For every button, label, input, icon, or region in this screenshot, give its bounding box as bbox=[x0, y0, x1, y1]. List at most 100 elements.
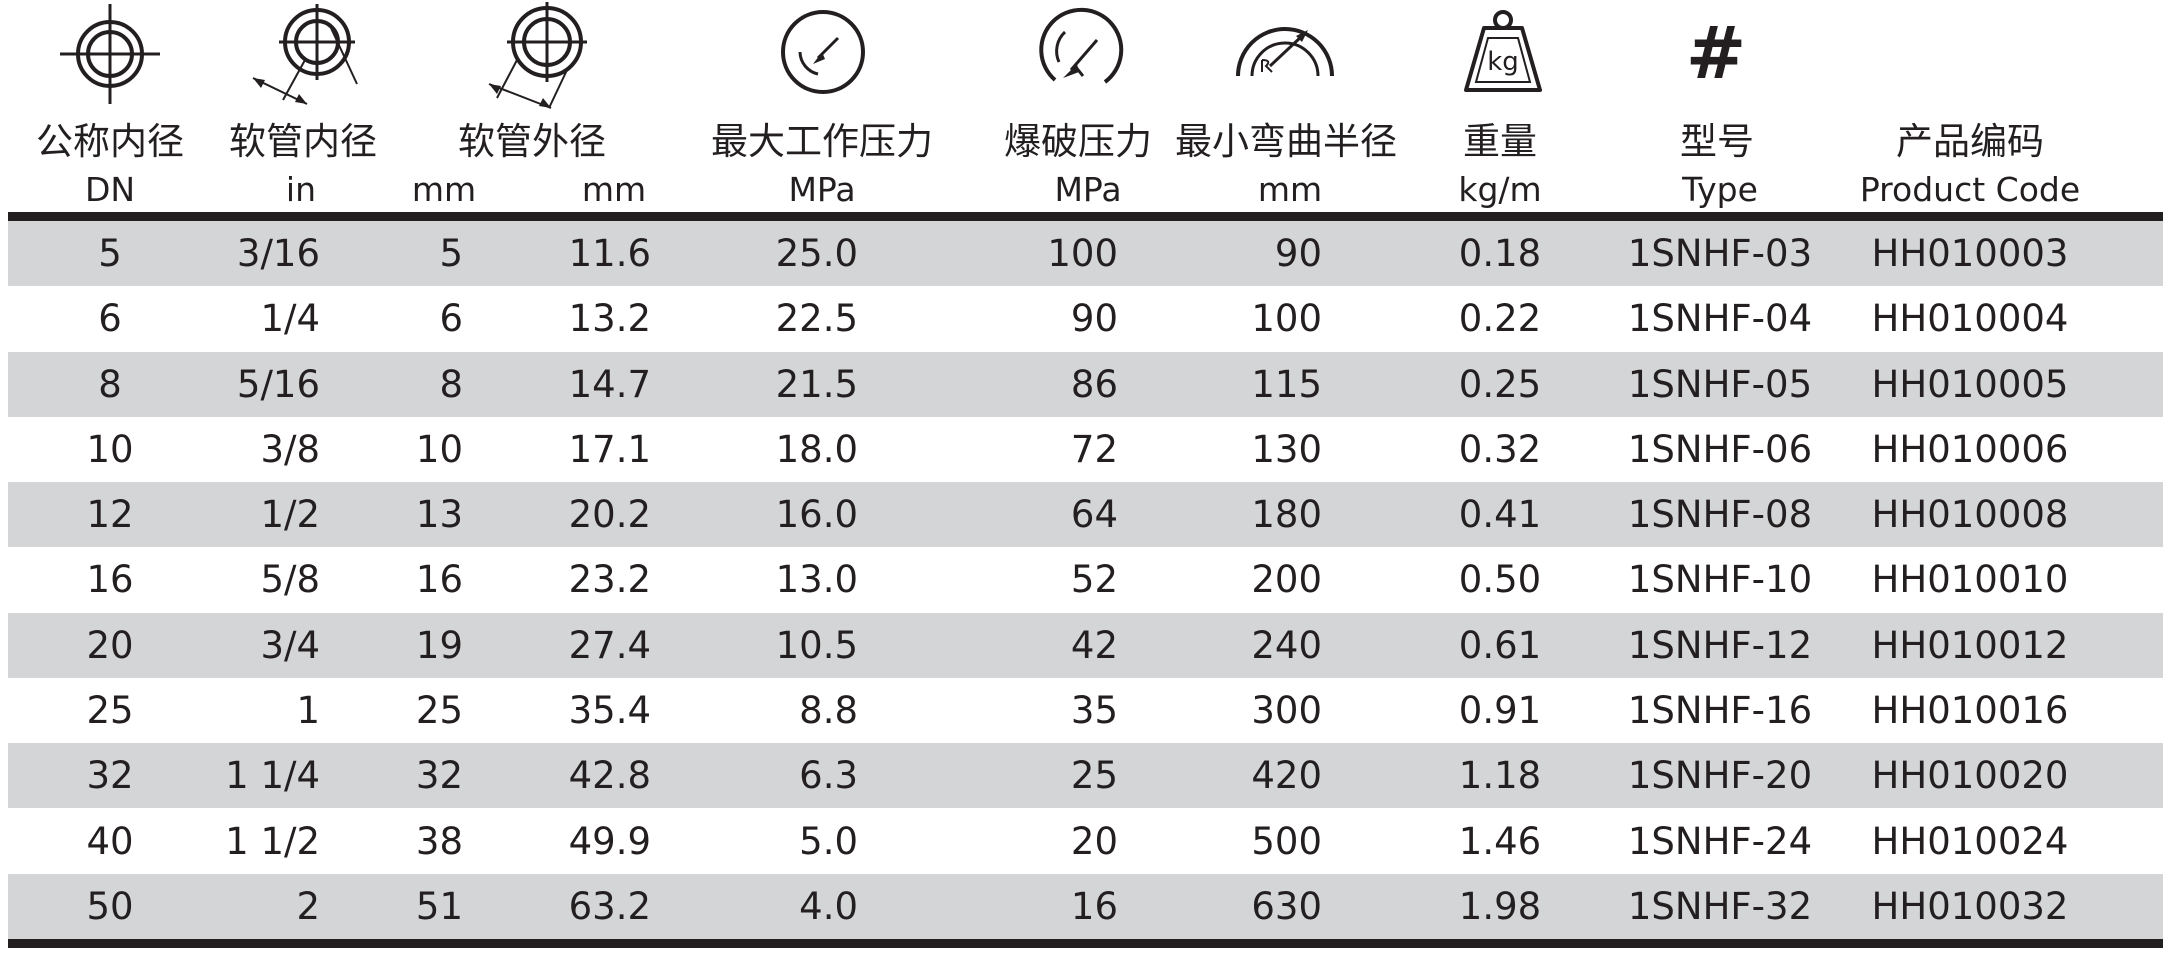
table-row: 32 1 1/4 32 42.8 6.3 25 420 1.18 1SNHF-20 HH01002… bbox=[8, 743, 2163, 809]
header-in-unit: in bbox=[285, 170, 316, 209]
cell-in: 2 bbox=[296, 884, 320, 928]
cell-code: HH010004 bbox=[1871, 297, 2069, 341]
cell-code: HH010010 bbox=[1871, 558, 2069, 602]
cell-wt: 0.61 bbox=[1458, 623, 1542, 667]
cell-wp: 22.5 bbox=[775, 297, 858, 341]
cell-wt: 1.98 bbox=[1458, 884, 1542, 928]
inner-diameter-icon bbox=[245, 0, 375, 118]
cell-br: 115 bbox=[1251, 362, 1322, 406]
cell-od-mm: 49.9 bbox=[568, 819, 651, 863]
table-row: 25 1 25 35.4 8.8 35 300 0.91 1SNHF-16 HH010016 bbox=[8, 678, 2163, 743]
cell-type: 1SNHF-24 bbox=[1627, 819, 1813, 863]
cell-br: 630 bbox=[1251, 884, 1322, 928]
weight-kg-icon: kg bbox=[1458, 0, 1548, 118]
cell-bp: 16 bbox=[1070, 884, 1118, 928]
cell-code: HH010016 bbox=[1871, 688, 2069, 732]
table-row: 20 3/4 19 27.4 10.5 42 240 0.61 1SNHF-12 HH010012 bbox=[8, 612, 2163, 678]
cell-id-mm: 32 bbox=[415, 754, 463, 798]
table-row: 6 1/4 6 13.2 22.5 90 100 0.22 1SNHF-04 HH010004 bbox=[8, 286, 2163, 351]
cell-id-mm: 10 bbox=[415, 427, 463, 471]
cell-in: 5/16 bbox=[236, 362, 320, 406]
header-br-label: 最小弯曲半径 bbox=[1175, 120, 1397, 163]
cell-od-mm: 35.4 bbox=[568, 688, 651, 732]
cell-bp: 64 bbox=[1070, 493, 1118, 537]
table-row: 8 5/16 8 14.7 21.5 86 115 0.25 1SNHF-05 HH010005 bbox=[8, 351, 2163, 417]
cell-br: 240 bbox=[1251, 623, 1322, 667]
cell-br: 90 bbox=[1274, 232, 1322, 276]
cell-in: 1 bbox=[296, 688, 320, 732]
cell-type: 1SNHF-04 bbox=[1627, 297, 1813, 341]
cell-bp: 90 bbox=[1070, 297, 1118, 341]
table-row: 16 5/8 16 23.2 13.0 52 200 0.50 1SNHF-10 HH010010 bbox=[8, 547, 2163, 612]
cell-wt: 1.46 bbox=[1458, 819, 1542, 863]
cell-wp: 16.0 bbox=[775, 493, 858, 537]
cell-bp: 86 bbox=[1070, 362, 1118, 406]
cell-in: 3/8 bbox=[260, 427, 320, 471]
table-row: 12 1/2 13 20.2 16.0 64 180 0.41 1SNHF-08 HH010008 bbox=[8, 482, 2163, 548]
cell-br: 180 bbox=[1251, 493, 1322, 537]
cell-type: 1SNHF-03 bbox=[1627, 232, 1813, 276]
cell-od-mm: 63.2 bbox=[568, 884, 651, 928]
cell-code: HH010020 bbox=[1871, 754, 2069, 798]
cell-in: 1 1/4 bbox=[225, 754, 320, 798]
cell-id-mm: 8 bbox=[439, 362, 463, 406]
burst-gauge-icon bbox=[1035, 0, 1125, 118]
cell-id-mm: 5 bbox=[439, 232, 463, 276]
header-wt-unit: kg/m bbox=[1458, 170, 1542, 209]
header-od-label: 软管外径 bbox=[458, 120, 606, 163]
header-type-unit: Type bbox=[1682, 170, 1758, 209]
cell-wt: 1.18 bbox=[1458, 754, 1542, 798]
cell-dn: 50 bbox=[86, 884, 134, 928]
cell-type: 1SNHF-06 bbox=[1627, 427, 1813, 471]
cell-dn: 5 bbox=[98, 232, 122, 276]
cell-wp: 13.0 bbox=[775, 558, 858, 602]
cell-bp: 35 bbox=[1070, 688, 1118, 732]
cell-in: 1/2 bbox=[260, 493, 320, 537]
cell-type: 1SNHF-05 bbox=[1627, 362, 1813, 406]
cell-wp: 10.5 bbox=[775, 623, 858, 667]
header-bp-label: 爆破压力 bbox=[1004, 120, 1152, 163]
header-dn-unit: DN bbox=[84, 170, 136, 209]
cell-br: 200 bbox=[1251, 558, 1322, 602]
cell-dn: 6 bbox=[98, 297, 122, 341]
cell-id-mm: 51 bbox=[415, 884, 463, 928]
header-wp-unit: MPa bbox=[788, 170, 856, 209]
table-row: 40 1 1/2 38 49.9 5.0 20 500 1.46 1SNHF-24 HH01002… bbox=[8, 808, 2163, 873]
cell-id-mm: 38 bbox=[415, 819, 463, 863]
cell-od-mm: 13.2 bbox=[568, 297, 651, 341]
header-in-label: 软管内径 bbox=[229, 120, 377, 163]
cell-dn: 40 bbox=[86, 819, 134, 863]
cell-dn: 25 bbox=[86, 688, 134, 732]
cell-wp: 25.0 bbox=[775, 232, 858, 276]
cell-id-mm: 16 bbox=[415, 558, 463, 602]
table-top-rule bbox=[8, 212, 2163, 221]
cell-dn: 8 bbox=[98, 362, 122, 406]
cell-code: HH010012 bbox=[1871, 623, 2069, 667]
cell-bp: 100 bbox=[1047, 232, 1118, 276]
cell-bp: 52 bbox=[1070, 558, 1118, 602]
cell-in: 1 1/2 bbox=[225, 819, 320, 863]
table-row: 50 2 51 63.2 4.0 16 630 1.98 1SNHF-32 HH010032 bbox=[8, 873, 2163, 939]
cell-type: 1SNHF-16 bbox=[1627, 688, 1813, 732]
cell-in: 5/8 bbox=[260, 558, 320, 602]
header-code-unit: Product Code bbox=[1859, 170, 2081, 209]
cell-in: 1/4 bbox=[260, 297, 320, 341]
cell-wp: 18.0 bbox=[775, 427, 858, 471]
cell-wp: 8.8 bbox=[799, 688, 858, 732]
cell-wp: 4.0 bbox=[799, 884, 858, 928]
cell-wt: 0.25 bbox=[1458, 362, 1542, 406]
cell-type: 1SNHF-20 bbox=[1627, 754, 1813, 798]
header-dn-label: 公称内径 bbox=[36, 120, 184, 163]
cell-od-mm: 20.2 bbox=[568, 493, 651, 537]
cell-od-mm: 17.1 bbox=[568, 427, 651, 471]
cell-code: HH010005 bbox=[1871, 362, 2069, 406]
cell-code: HH010008 bbox=[1871, 493, 2069, 537]
header-wt-label: 重量 bbox=[1463, 120, 1537, 163]
cell-wp: 5.0 bbox=[799, 819, 858, 863]
cell-bp: 25 bbox=[1070, 754, 1118, 798]
cell-type: 1SNHF-08 bbox=[1627, 493, 1813, 537]
cell-wt: 0.41 bbox=[1458, 493, 1542, 537]
cell-dn: 20 bbox=[86, 623, 134, 667]
cell-od-mm: 27.4 bbox=[568, 623, 651, 667]
cell-br: 500 bbox=[1251, 819, 1322, 863]
